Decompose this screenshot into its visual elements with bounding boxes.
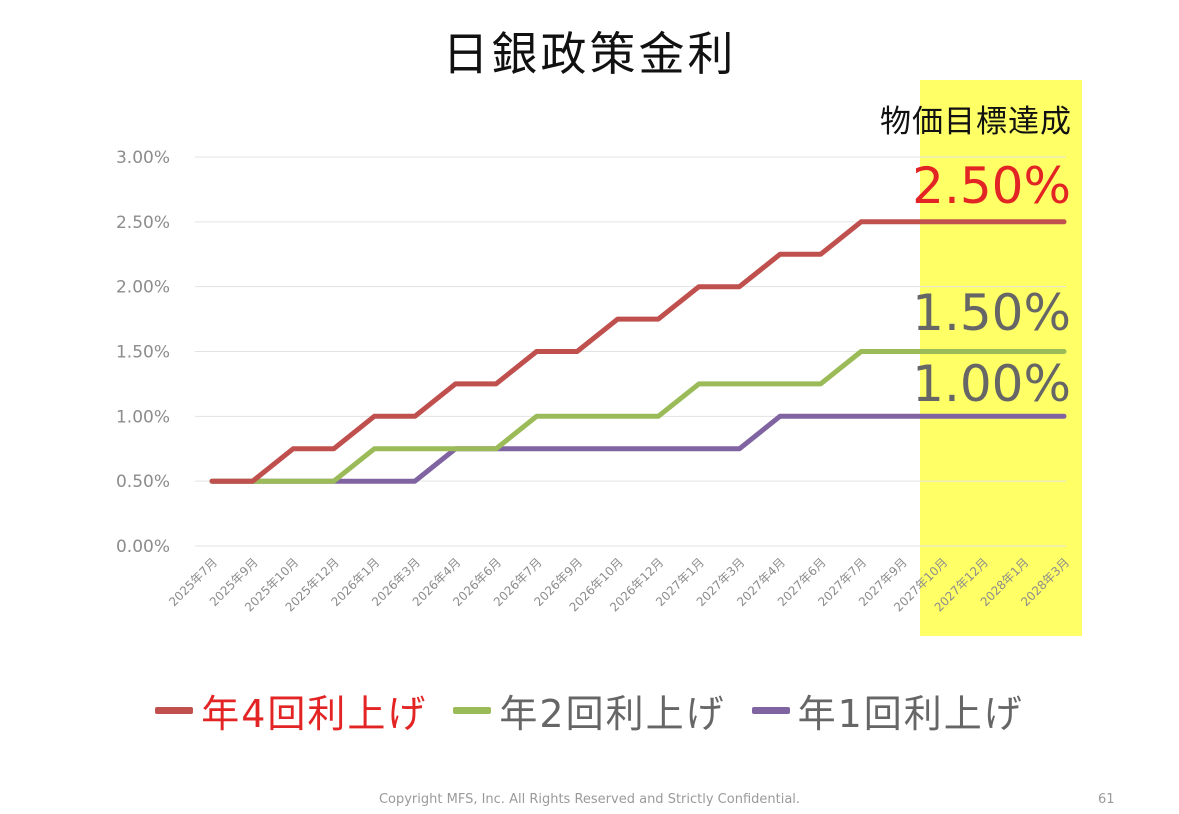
target-achieved-highlight bbox=[920, 80, 1082, 636]
y-tick-label: 2.50% bbox=[116, 213, 170, 233]
y-tick-label: 0.00% bbox=[116, 537, 170, 557]
legend-swatch-2-hikes bbox=[453, 707, 492, 714]
y-tick-label: 1.00% bbox=[116, 407, 170, 427]
series-line-0 bbox=[209, 219, 1067, 484]
legend-swatch-1-hike bbox=[751, 707, 790, 714]
end-label-2-hikes: 1.50% bbox=[912, 283, 1071, 342]
chart-title: 日銀政策金利 bbox=[442, 27, 737, 81]
y-tick-label: 2.00% bbox=[116, 278, 170, 298]
y-tick-label: 3.00% bbox=[116, 148, 170, 168]
legend-item-4-hikes: 年4回利上げ bbox=[155, 683, 427, 738]
page-number: 61 bbox=[1098, 792, 1115, 807]
legend-item-2-hikes: 年2回利上げ bbox=[453, 683, 725, 738]
end-label-4-hikes: 2.50% bbox=[912, 156, 1071, 215]
end-label-1-hike: 1.00% bbox=[912, 355, 1071, 414]
y-tick-label: 1.50% bbox=[116, 343, 170, 363]
legend: 年4回利上げ 年2回利上げ 年1回利上げ bbox=[0, 683, 1179, 738]
legend-label-1-hike: 年1回利上げ bbox=[797, 692, 1024, 736]
copyright-footer: Copyright MFS, Inc. All Rights Reserved … bbox=[378, 792, 801, 807]
series-line-2 bbox=[209, 413, 1067, 484]
series-line-1 bbox=[209, 349, 1067, 484]
legend-label-4-hikes: 年4回利上げ bbox=[201, 692, 428, 736]
y-tick-label: 0.50% bbox=[116, 472, 170, 492]
y-axis-ticks: 0.00% 0.50% 1.00% 1.50% 2.00% 2.50% 3.00% bbox=[116, 148, 170, 557]
target-achieved-label: 物価目標達成 bbox=[880, 104, 1072, 140]
legend-swatch-4-hikes bbox=[155, 707, 194, 714]
legend-item-1-hike: 年1回利上げ bbox=[751, 683, 1024, 738]
legend-label-2-hikes: 年2回利上げ bbox=[499, 692, 726, 736]
series-lines bbox=[209, 219, 1067, 484]
